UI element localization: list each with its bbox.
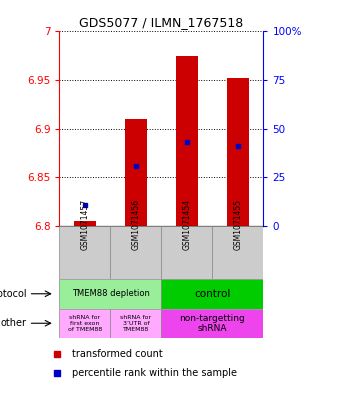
Text: GSM1071455: GSM1071455 [234,199,242,250]
Bar [59,279,162,309]
Text: other: other [1,318,27,328]
Text: shRNA for
first exon
of TMEM88: shRNA for first exon of TMEM88 [68,315,102,332]
Text: protocol: protocol [0,289,27,299]
Text: TMEM88 depletion: TMEM88 depletion [71,289,150,298]
Text: transformed count: transformed count [72,349,163,359]
Bar [73,221,97,226]
Bar [212,226,264,279]
Title: GDS5077 / ILMN_1767518: GDS5077 / ILMN_1767518 [79,16,244,29]
Text: GSM1071457: GSM1071457 [81,199,89,250]
Bar [162,226,212,279]
Bar [110,226,162,279]
Bar [59,226,110,279]
Bar [110,309,162,338]
Bar [162,279,264,309]
Text: percentile rank within the sample: percentile rank within the sample [72,368,237,378]
Bar [226,78,250,226]
Bar [175,56,199,226]
Bar [162,309,264,338]
Text: shRNA for
3’UTR of
TMEM88: shRNA for 3’UTR of TMEM88 [120,315,152,332]
Bar [124,119,148,226]
Bar [59,309,110,338]
Text: non-targetting
shRNA: non-targetting shRNA [180,314,245,333]
Text: GSM1071456: GSM1071456 [132,199,140,250]
Text: control: control [194,289,231,299]
Text: GSM1071454: GSM1071454 [183,199,191,250]
